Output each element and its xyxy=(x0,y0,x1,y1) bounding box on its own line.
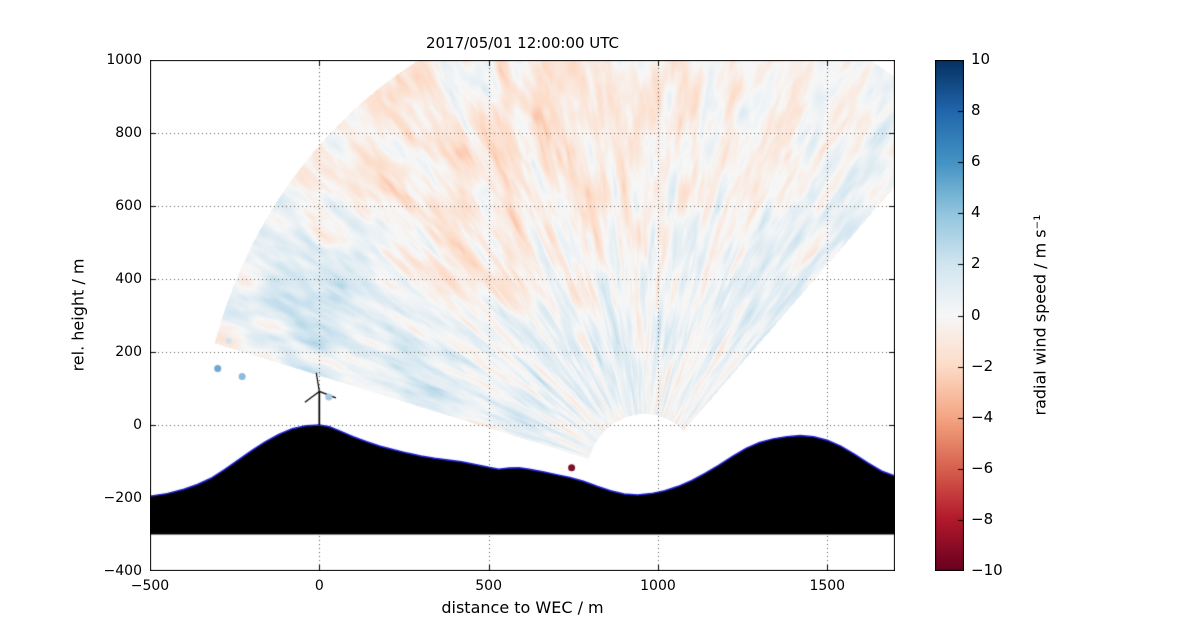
colorbar-tick-label: 6 xyxy=(971,152,981,171)
colorbar-tick-label: 4 xyxy=(971,203,981,222)
y-tick-label: −200 xyxy=(103,490,142,506)
y-tick-label: 1000 xyxy=(106,52,142,68)
colorbar-tick-label: −6 xyxy=(971,458,994,477)
x-tick-label: −500 xyxy=(130,578,170,594)
x-tick-label: 0 xyxy=(314,578,324,594)
colorbar-canvas xyxy=(935,60,964,571)
y-tick-label: −400 xyxy=(103,563,142,579)
y-tick-label: 200 xyxy=(115,344,142,360)
y-tick-label: 600 xyxy=(115,198,142,214)
y-tick-label: 800 xyxy=(115,125,142,141)
colorbar-tick-label: 0 xyxy=(971,305,981,324)
plot-canvas xyxy=(150,60,895,571)
x-tick-label: 500 xyxy=(475,578,502,594)
y-tick-label: 400 xyxy=(115,271,142,287)
x-axis-label: distance to WEC / m xyxy=(441,598,604,617)
colorbar-tick-label: −4 xyxy=(971,407,994,426)
colorbar-tick-label: 10 xyxy=(971,50,991,68)
colorbar-tick-label: 8 xyxy=(971,101,981,120)
colorbar-label: radial wind speed / m s⁻¹ xyxy=(1030,214,1050,416)
colorbar-tick-label: −10 xyxy=(971,561,1003,579)
chart-title: 2017/05/01 12:00:00 UTC xyxy=(425,34,620,52)
colorbar-tick-label: −8 xyxy=(971,509,994,528)
x-tick-label: 1000 xyxy=(640,578,676,594)
colorbar-tick-label: −2 xyxy=(971,356,994,375)
colorbar-tick-label: 2 xyxy=(971,254,981,273)
y-tick-label: 0 xyxy=(133,417,142,433)
x-tick-label: 1500 xyxy=(809,578,846,594)
